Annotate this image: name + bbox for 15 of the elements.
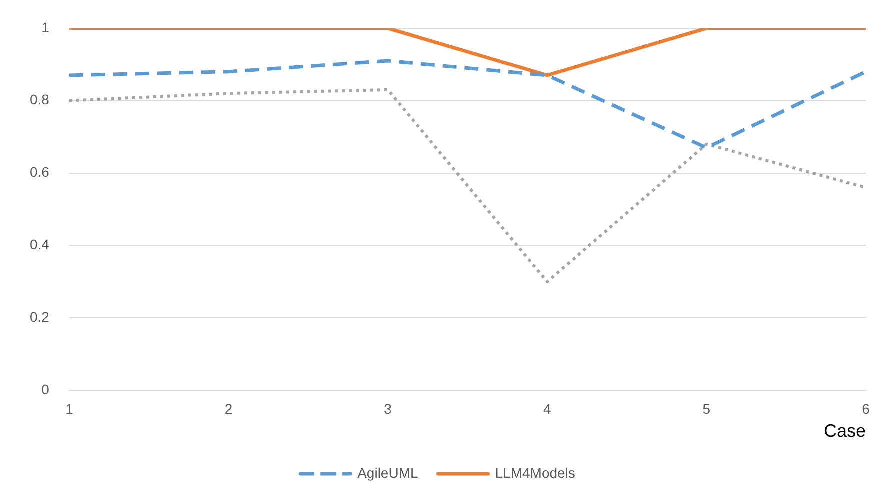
y-tick-label: 0	[42, 381, 50, 398]
y-tick-label: 0.2	[30, 309, 50, 326]
x-tick-label: 2	[224, 400, 233, 417]
x-axis-title: Case	[824, 421, 866, 442]
x-tick-label: 1	[66, 400, 74, 417]
y-tick-label: 0.6	[30, 164, 50, 180]
y-tick-label: 0.8	[30, 92, 50, 108]
y-tick-label: 0.4	[30, 236, 50, 253]
x-tick-label: 5	[702, 400, 711, 417]
legend-label: AgileUML	[358, 464, 418, 481]
x-tick-label: 6	[862, 400, 870, 417]
legend-label: LLM4Models	[495, 464, 576, 481]
x-tick-label: 3	[384, 400, 392, 417]
y-tick-label: 1	[42, 19, 50, 36]
x-tick-label: 4	[543, 400, 552, 417]
